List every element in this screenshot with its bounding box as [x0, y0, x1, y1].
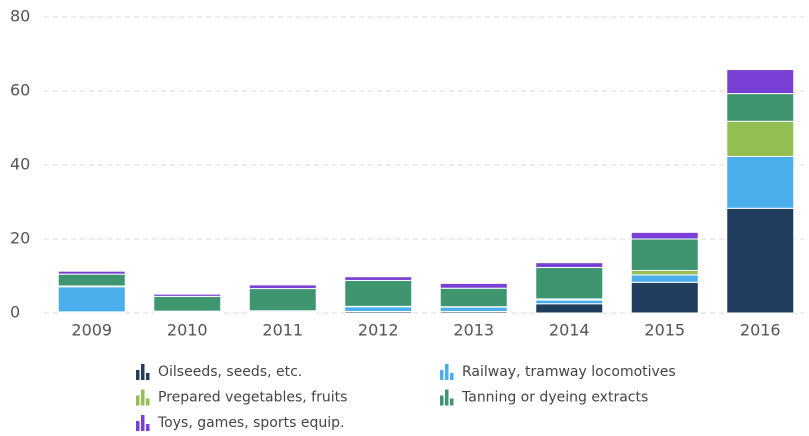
- bar-segment: [726, 155, 795, 209]
- bar-segment: [535, 266, 604, 300]
- legend-label: Railway, tramway locomotives: [462, 364, 676, 380]
- bar-segment: [248, 284, 317, 290]
- bar-segment: [57, 286, 126, 313]
- bar-segment: [726, 120, 795, 157]
- bar-segment: [57, 273, 126, 287]
- legend-label: Tanning or dyeing extracts: [461, 390, 648, 406]
- bar-segment: [630, 269, 699, 276]
- x-tick-label: 2012: [358, 321, 399, 340]
- x-tick-label: 2009: [71, 321, 112, 340]
- legend-label: Oilseeds, seeds, etc.: [158, 364, 302, 380]
- bar-segment: [344, 306, 413, 313]
- y-tick-label: 40: [10, 155, 30, 174]
- bar-segment: [535, 299, 604, 305]
- legend-icon: [450, 398, 454, 406]
- y-tick-label: 80: [10, 7, 30, 26]
- bar-segment: [344, 279, 413, 307]
- bar-segment: [535, 262, 604, 268]
- y-tick-label: 0: [10, 303, 20, 322]
- legend-icon: [440, 370, 444, 380]
- x-tick-label: 2011: [262, 321, 303, 340]
- bar-segment: [248, 288, 317, 312]
- x-tick-label: 2016: [740, 321, 781, 340]
- bar-segment: [630, 231, 699, 240]
- x-tick-label: 2010: [167, 321, 208, 340]
- legend-label: Prepared vegetables, fruits: [158, 390, 347, 406]
- y-tick-label: 60: [10, 81, 30, 100]
- y-tick-label: 20: [10, 229, 30, 248]
- legend-icon: [440, 395, 444, 406]
- bar-segment: [726, 207, 795, 314]
- legend-icon: [146, 424, 150, 431]
- legend-icon: [450, 373, 454, 380]
- bar-segment: [439, 282, 508, 289]
- legend-icon: [141, 364, 145, 380]
- x-tick-label: 2013: [453, 321, 494, 340]
- bar-segment: [726, 69, 795, 95]
- bar-segment: [439, 306, 508, 313]
- bar-segment: [630, 274, 699, 283]
- bar-segment: [57, 270, 126, 275]
- legend-icon: [136, 370, 140, 380]
- legend-icon: [445, 364, 449, 380]
- legend-icon: [136, 395, 140, 406]
- legend-icon: [141, 415, 145, 431]
- bar-segment: [344, 276, 413, 281]
- bar-segment: [630, 238, 699, 271]
- legend-icon: [141, 389, 145, 406]
- legend-icon: [146, 373, 150, 380]
- bar-segment: [630, 281, 699, 314]
- bar-segment: [439, 287, 508, 308]
- legend-icon: [445, 389, 449, 406]
- bar-segment: [726, 93, 795, 122]
- bar-segment: [153, 295, 222, 312]
- bar-segment: [153, 293, 222, 297]
- x-tick-label: 2014: [549, 321, 590, 340]
- x-tick-label: 2015: [644, 321, 685, 340]
- bar-segment: [535, 303, 604, 314]
- legend-icon: [136, 421, 140, 431]
- legend-icon: [146, 398, 150, 406]
- legend-label: Toys, games, sports equip.: [157, 415, 344, 431]
